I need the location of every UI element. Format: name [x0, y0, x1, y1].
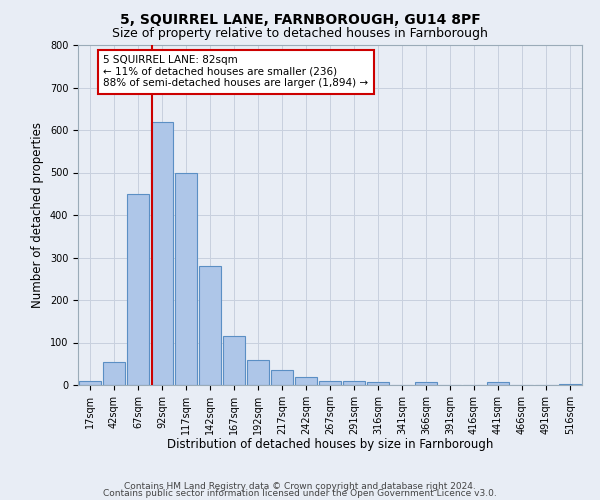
Bar [175, 172, 197, 385]
Text: 5, SQUIRREL LANE, FARNBOROUGH, GU14 8PF: 5, SQUIRREL LANE, FARNBOROUGH, GU14 8PF [119, 12, 481, 26]
Bar [319, 381, 341, 385]
Bar [151, 122, 173, 385]
Text: Size of property relative to detached houses in Farnborough: Size of property relative to detached ho… [112, 28, 488, 40]
Bar [295, 376, 317, 385]
Bar [223, 336, 245, 385]
Bar [559, 384, 581, 385]
Bar [127, 194, 149, 385]
Bar [199, 266, 221, 385]
Bar [79, 381, 101, 385]
Bar [487, 382, 509, 385]
Bar [367, 382, 389, 385]
Y-axis label: Number of detached properties: Number of detached properties [31, 122, 44, 308]
Text: Contains HM Land Registry data © Crown copyright and database right 2024.: Contains HM Land Registry data © Crown c… [124, 482, 476, 491]
Bar [343, 381, 365, 385]
Text: 5 SQUIRREL LANE: 82sqm
← 11% of detached houses are smaller (236)
88% of semi-de: 5 SQUIRREL LANE: 82sqm ← 11% of detached… [103, 55, 368, 88]
X-axis label: Distribution of detached houses by size in Farnborough: Distribution of detached houses by size … [167, 438, 493, 452]
Bar [247, 360, 269, 385]
Bar [415, 382, 437, 385]
Text: Contains public sector information licensed under the Open Government Licence v3: Contains public sector information licen… [103, 489, 497, 498]
Bar [103, 362, 125, 385]
Bar [271, 370, 293, 385]
